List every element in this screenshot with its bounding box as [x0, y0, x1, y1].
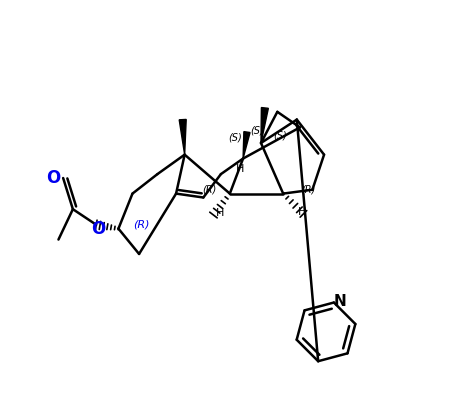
Text: H: H [298, 207, 306, 217]
Text: (R): (R) [203, 185, 217, 195]
Polygon shape [179, 119, 186, 155]
Polygon shape [243, 132, 250, 158]
Polygon shape [261, 107, 268, 143]
Text: N: N [334, 294, 347, 309]
Text: O: O [91, 220, 106, 238]
Text: (S): (S) [228, 132, 242, 142]
Text: H: H [235, 164, 244, 175]
Text: (R): (R) [134, 220, 150, 230]
Text: (S): (S) [273, 130, 287, 140]
Text: (R): (R) [302, 185, 316, 195]
Text: (S): (S) [250, 126, 264, 135]
Text: O: O [46, 169, 61, 187]
Text: H: H [216, 208, 224, 218]
